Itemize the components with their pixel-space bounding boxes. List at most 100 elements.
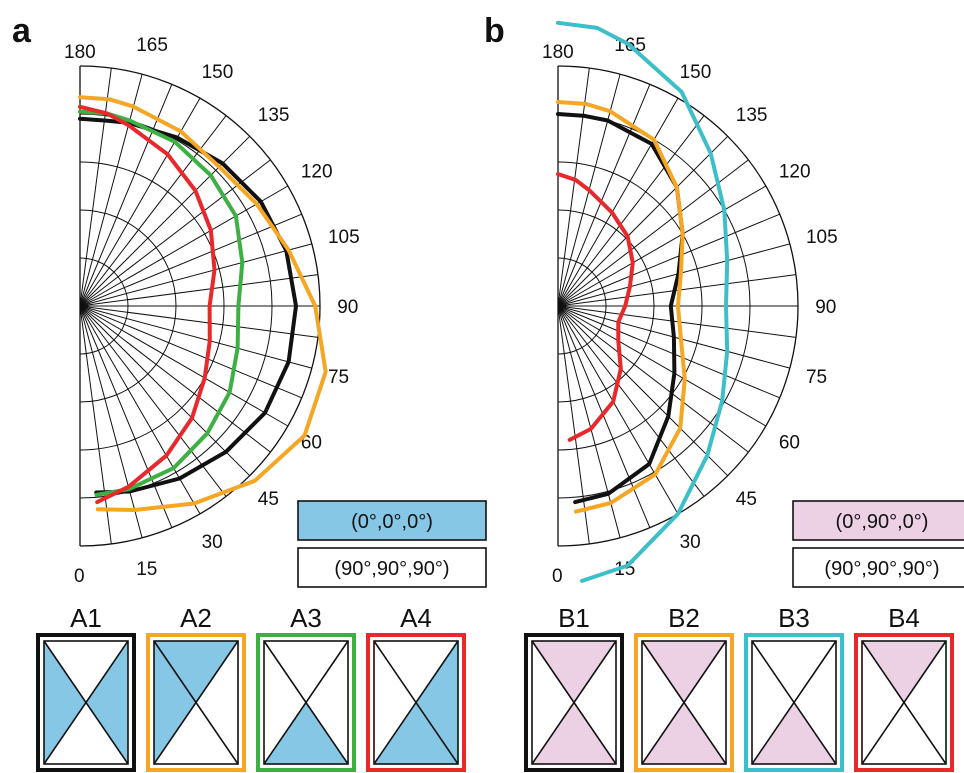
config-inner-frame <box>43 640 129 765</box>
grid-spoke <box>79 305 302 399</box>
angle-tick-label: 90 <box>815 297 836 318</box>
angle-tick-label: 0 <box>552 566 563 587</box>
config-diagram-a3: A3 <box>256 603 356 772</box>
grid-spoke <box>557 185 767 307</box>
grid-spokes <box>557 67 798 545</box>
series-line <box>556 172 635 442</box>
grid-spoke <box>79 213 302 307</box>
legend-box <box>792 547 964 588</box>
shaded-triangle-bottom <box>532 702 616 764</box>
angle-tick-label: 30 <box>202 532 223 553</box>
grid-spoke <box>79 67 112 307</box>
angle-tick-label: 180 <box>542 42 574 63</box>
grid-spoke <box>79 135 251 307</box>
grid-spoke <box>557 305 679 515</box>
grid-spoke <box>79 74 143 307</box>
legend-box <box>297 547 487 588</box>
angle-tick-label: 150 <box>202 62 234 83</box>
polar-panel-a: a 0 15 30 45 60 75 90 105 120 135 150 165 180 (0°,0°,0… <box>12 12 487 772</box>
series-line <box>556 100 687 514</box>
angle-tick-label: 105 <box>806 227 838 248</box>
legend-item: (0°,0°,0°) <box>297 500 487 541</box>
angle-tick-label: 150 <box>680 62 712 83</box>
angle-tick-label: 45 <box>736 489 757 510</box>
legend-label: (90°,90°,90°) <box>334 558 449 580</box>
legend: (0°,90°,0°) (90°,90°,90°) <box>792 500 964 588</box>
grid-spoke <box>79 243 312 307</box>
config-diagrams: A1 A2 A3 A4 <box>36 603 466 772</box>
grid-spoke <box>79 305 173 528</box>
config-diagonal <box>751 640 837 765</box>
grid-spoke <box>557 305 767 427</box>
shaded-triangle-bottom <box>752 702 836 764</box>
grid-spoke <box>557 305 705 497</box>
grid-spoke <box>557 213 780 307</box>
panel-label: a <box>12 12 32 50</box>
grid-spoke <box>557 243 790 307</box>
config-label: A1 <box>70 603 102 633</box>
config-diagonal <box>153 640 239 765</box>
grid-spoke <box>79 305 289 427</box>
config-inner-frame <box>153 640 239 765</box>
series-group <box>556 20 730 583</box>
config-label: B2 <box>668 603 700 633</box>
shaded-triangle-top <box>862 641 946 703</box>
angle-tick-label: 165 <box>136 35 168 56</box>
config-diagram-a4: A4 <box>366 603 466 772</box>
legend-box <box>792 500 964 541</box>
config-diagonal <box>373 640 459 765</box>
legend: (0°,0°,0°) (90°,90°,90°) <box>297 500 487 588</box>
panel-label: b <box>484 12 505 50</box>
grid-spoke <box>557 305 729 477</box>
angle-tick-label: 15 <box>136 559 157 580</box>
angle-tick-label: 0 <box>74 566 85 587</box>
shaded-triangle-right <box>416 641 458 764</box>
grid-spoke <box>557 115 705 307</box>
grid-spoke <box>557 305 621 538</box>
config-diagram-a2: A2 <box>146 603 246 772</box>
legend-label: (0°,90°,0°) <box>836 511 929 533</box>
grid-spoke <box>557 305 780 399</box>
config-inner-frame <box>751 640 837 765</box>
config-diagonal <box>641 640 727 765</box>
grid-spoke <box>557 305 797 338</box>
config-diagram-b4: B4 <box>854 603 954 772</box>
config-inner-frame <box>641 640 727 765</box>
config-diagram-b1: B1 <box>524 603 624 772</box>
config-diagonal <box>531 640 617 765</box>
config-diagonal <box>263 640 349 765</box>
config-diagonal <box>861 640 947 765</box>
config-diagrams: B1 B2 B3 B4 <box>524 603 954 772</box>
angle-tick-label: 75 <box>806 367 827 388</box>
angle-tick-label: 90 <box>337 297 358 318</box>
legend-item: (90°,90°,90°) <box>297 547 487 588</box>
config-inner-frame <box>531 640 617 765</box>
angle-tick-label: 120 <box>301 161 333 182</box>
angle-tick-label: 45 <box>258 489 279 510</box>
config-label: B4 <box>888 603 920 633</box>
angle-tick-label: 60 <box>301 433 322 454</box>
angle-tick-label: 75 <box>328 367 349 388</box>
grid-spoke <box>79 185 289 307</box>
grid-spoke <box>79 305 319 338</box>
config-label: B1 <box>558 603 590 633</box>
grid-spoke <box>557 67 590 307</box>
grid-spoke <box>79 305 251 477</box>
config-diagonal <box>43 640 129 765</box>
config-diagram-b2: B2 <box>634 603 734 772</box>
angle-tick-label: 105 <box>328 227 360 248</box>
grid-spoke <box>79 305 143 538</box>
angle-tick-label: 180 <box>64 42 96 63</box>
config-inner-frame <box>263 640 349 765</box>
config-inner-frame <box>861 640 947 765</box>
legend-item: (0°,90°,0°) <box>792 500 964 541</box>
shaded-triangle-bottom <box>374 702 458 764</box>
legend-item: (90°,90°,90°) <box>792 547 964 588</box>
config-diagram-a1: A1 <box>36 603 136 772</box>
grid-spoke <box>557 97 679 307</box>
legend-label: (0°,0°,0°) <box>351 511 433 533</box>
angle-tick-label: 60 <box>779 433 800 454</box>
grid-spoke <box>79 84 173 307</box>
